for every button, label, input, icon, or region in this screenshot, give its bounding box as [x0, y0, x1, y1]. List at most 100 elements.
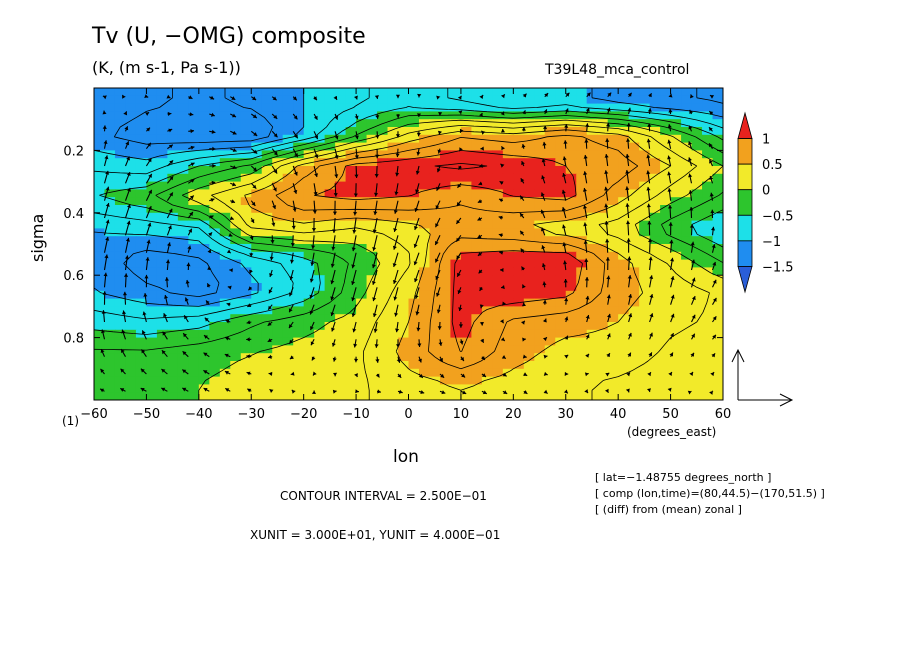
field-cell [670, 384, 682, 393]
field-cell [691, 337, 703, 346]
field-cell [639, 236, 651, 245]
field-cell [586, 220, 598, 229]
field-cell [293, 337, 305, 346]
field-cell [628, 181, 640, 190]
field-cell [366, 275, 378, 284]
field-cell [450, 205, 462, 214]
field-cell [135, 298, 148, 307]
field-cell [198, 103, 210, 112]
field-cell [670, 298, 682, 307]
field-cell [639, 95, 651, 105]
field-cell [492, 298, 504, 307]
y-tick-label: 0.8 [63, 332, 84, 347]
field-cell [471, 244, 483, 253]
field-cell [272, 127, 284, 136]
wind-vector-head [626, 238, 631, 242]
wind-vector-head [565, 92, 570, 97]
field-cell [219, 173, 231, 183]
field-cell [177, 88, 189, 97]
wind-vector-head [460, 357, 464, 361]
wind-vector-head [291, 225, 296, 230]
field-cell [576, 345, 588, 354]
field-cell [712, 103, 723, 112]
field-cell [125, 111, 137, 120]
field-cell [439, 173, 452, 183]
field-cell [565, 361, 577, 370]
field-cell [94, 329, 106, 339]
field-cell [356, 142, 368, 151]
field-cell [167, 119, 179, 128]
wind-vector-head [333, 193, 338, 197]
field-cell [261, 103, 273, 112]
field-cell [167, 298, 179, 307]
field-cell [660, 150, 672, 159]
field-cell [649, 205, 661, 214]
field-cell [460, 283, 472, 292]
field-cell [335, 212, 347, 222]
field-cell [628, 376, 640, 385]
wind-vector-head [102, 125, 107, 129]
field-cell [261, 197, 273, 206]
field-cell [544, 166, 556, 175]
field-cell [712, 150, 723, 159]
field-cell [188, 103, 200, 112]
field-cell [303, 314, 315, 323]
wind-vector-head [712, 334, 716, 339]
wind-vector-head [648, 238, 653, 243]
field-cell [146, 267, 158, 276]
wind-vector-head [607, 313, 611, 318]
field-cell [293, 158, 305, 167]
field-cell [586, 95, 598, 105]
field-cell [125, 212, 137, 222]
field-cell [597, 345, 609, 354]
field-cell [398, 314, 410, 323]
field-cell [555, 290, 567, 300]
field-cell [272, 150, 284, 159]
field-cell [251, 150, 263, 159]
wind-vector-head [625, 154, 630, 158]
field-cell [156, 127, 168, 136]
field-cell [303, 189, 315, 198]
wind-vector-head [585, 107, 590, 112]
field-cell [513, 267, 525, 276]
field-cell [639, 298, 651, 307]
field-cell [481, 267, 493, 276]
field-cell [565, 189, 577, 198]
wind-vector-head [292, 208, 297, 212]
field-cell [230, 119, 242, 128]
field-cell [639, 376, 651, 385]
field-cell [261, 212, 273, 222]
field-cell [555, 251, 567, 261]
field-cell [125, 205, 137, 214]
field-cell [324, 189, 336, 198]
field-cell [177, 220, 189, 229]
field-cell [324, 166, 336, 175]
field-cell [576, 142, 588, 151]
field-cell [450, 228, 462, 237]
field-cell [314, 166, 326, 175]
wind-vector-head [437, 130, 442, 135]
field-cell [240, 392, 252, 400]
wind-vector-head [225, 388, 230, 392]
field-cell [377, 251, 389, 261]
field-cell [628, 345, 640, 354]
field-cell [439, 368, 452, 378]
wind-vector-head [354, 373, 358, 377]
field-cell [356, 88, 368, 97]
field-cell [513, 150, 525, 159]
field-cell [429, 220, 441, 229]
field-cell [439, 197, 452, 206]
field-cell [272, 314, 284, 323]
field-cell [639, 88, 651, 97]
field-cell [314, 150, 326, 159]
field-cell [314, 181, 326, 190]
field-cell [198, 361, 210, 370]
field-cell [356, 251, 368, 261]
wind-vector-head [374, 344, 379, 348]
field-cell [429, 134, 441, 144]
field-cell [691, 306, 703, 315]
wind-vector-head [712, 316, 717, 321]
field-cell [523, 142, 535, 151]
wind-vector-head [209, 215, 214, 220]
field-cell [492, 368, 504, 378]
